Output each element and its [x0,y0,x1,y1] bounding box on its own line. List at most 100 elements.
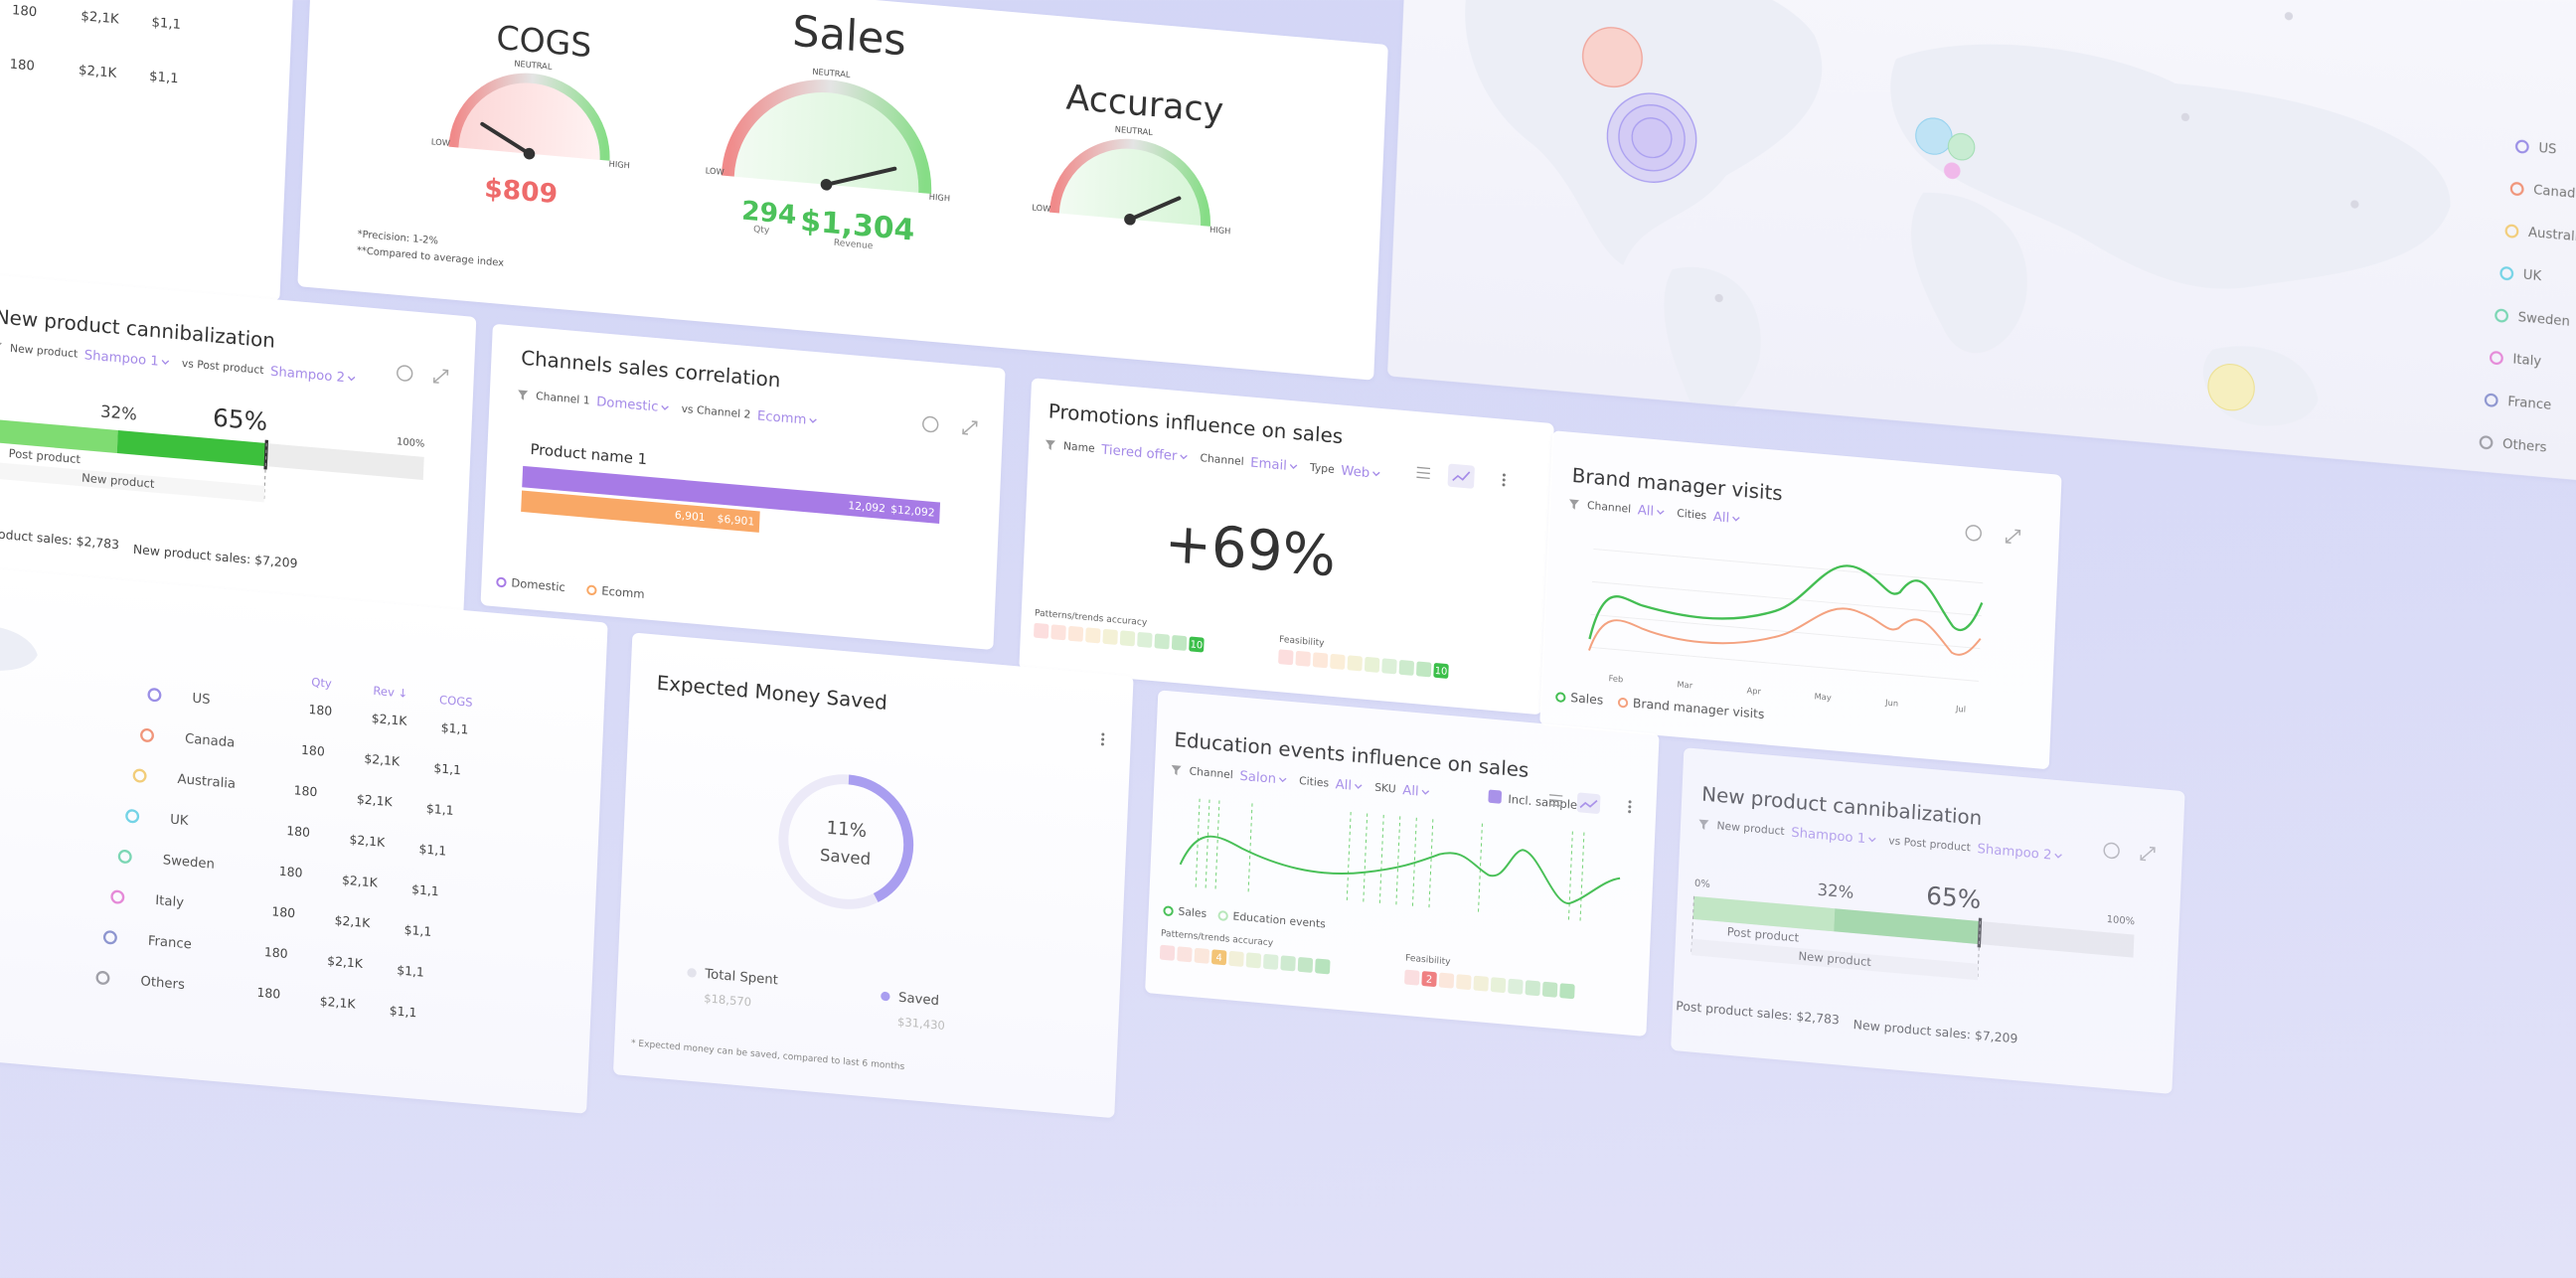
post-product-label: Post product [1726,924,1799,944]
gauge-title: COGS [496,18,592,65]
expand-icon[interactable] [962,420,978,435]
filter-value[interactable]: Shampoo 1 [83,348,159,369]
map-bubble [1582,27,1643,87]
comment-icon[interactable] [2103,842,2120,860]
comment-icon[interactable] [922,415,939,433]
menu-dot[interactable] [1628,800,1632,804]
table-cell: $1,1 [411,881,439,898]
checkbox[interactable] [1488,789,1503,804]
gauge-arc [721,80,932,195]
chevron [1278,777,1287,783]
table-cell: $2,1K [327,953,364,971]
scale-square [1034,622,1049,639]
table-cell: $2,1K [79,64,117,81]
x-tick-label: Apr [1746,685,1761,696]
trend-icon[interactable] [1452,471,1471,482]
scale-square [1473,975,1489,992]
column-header[interactable]: Rev ↓ [373,684,407,701]
filter-value[interactable]: Web [1341,464,1369,481]
filter-icon [1046,439,1055,451]
filter-value[interactable]: Shampoo 2 [1977,842,2052,863]
score-label: 10 [1434,666,1447,678]
menu-dot[interactable] [1628,810,1632,814]
gauge-face [1053,143,1206,227]
filter-value[interactable]: All [1402,783,1419,799]
filter-value[interactable]: Domestic [596,395,659,414]
promotions-card: Promotions influence on sales Name Tiered … [1019,378,1554,716]
chevron [1354,783,1363,789]
legend-label: Sales [1570,690,1604,708]
chevron [2054,853,2062,859]
legend-label: Education events [1232,909,1326,930]
map-card: US Canada Australia UK Sweden Italy France Othe… [1386,0,2576,486]
footnote: *Precision: 1-2% [357,229,438,246]
list-icon[interactable] [1416,466,1431,480]
comment-icon[interactable] [1965,525,1982,542]
filter-value[interactable]: Shampoo 2 [270,365,346,386]
gauge-high: HIGH [929,192,951,204]
menu-dot[interactable] [1101,737,1105,741]
menu-dot[interactable] [1101,732,1105,736]
scale-square [1381,658,1397,675]
filter-icon [0,342,3,353]
menu-dot[interactable] [1100,742,1104,746]
scale-square [1295,650,1311,667]
money-saved-card-canvas: Expected Money Saved 11% Saved Total Spent $… [631,672,1105,1072]
filter-value[interactable]: Email [1250,456,1287,474]
legend-label: Domestic [511,575,565,594]
scale-square [1194,947,1209,964]
filter-value[interactable]: All [1637,503,1654,519]
scale-label: Feasibility [1279,635,1325,649]
table-cell: $1,1 [149,70,179,87]
legend-marker [117,849,132,864]
legend-marker [2509,182,2524,196]
country-label: UK [170,813,189,830]
filter-value[interactable]: Salon [1239,769,1276,787]
gauge-face [453,78,605,161]
menu-dot[interactable] [1502,473,1506,477]
gauge-neutral: NEUTRAL [514,59,553,72]
column-header[interactable]: COGS [439,693,473,710]
land [1664,266,1761,416]
score-label: 10 [1190,639,1203,651]
event-line [1195,798,1201,891]
filter-label: SKU [1374,781,1396,796]
score-square [1433,663,1449,679]
table-cell: 180 [9,58,35,75]
event-line [1378,814,1384,907]
filter-value[interactable]: Shampoo 1 [1791,826,1866,847]
column-header[interactable]: Qty [311,675,332,691]
channels-card: Channels sales correlation Channel 1 Domes… [480,323,1006,651]
summary-table-card: 180 $2,1K $1,1 180 $2,1K $1,1 [0,0,296,302]
menu-dot[interactable] [1502,478,1506,482]
product-label: Product name 1 [530,440,647,468]
expand-icon[interactable] [2005,529,2021,544]
legend-marker [2479,435,2494,450]
legend-label: US [2538,141,2557,158]
trend-icon [1579,800,1598,809]
expand-icon[interactable] [432,369,449,384]
legend-marker [2484,393,2498,407]
legend-marker [2490,351,2503,366]
legend-amount: $18,570 [704,991,751,1009]
table-cell: 180 [264,944,288,961]
event-line [1395,816,1401,908]
comment-icon[interactable] [397,365,413,382]
event-line [1567,831,1573,923]
filter-value[interactable]: Ecomm [757,408,807,427]
filter-value[interactable]: Tiered offer [1100,442,1178,464]
filter-value[interactable]: All [1712,510,1729,526]
scale-square [1525,980,1540,997]
new-product-label: New product [1798,949,1871,969]
country-label: Italy [155,893,184,910]
legend-marker [110,889,125,904]
filter-value[interactable]: All [1335,777,1352,793]
legend-marker [2504,224,2519,239]
menu-dot[interactable] [1502,483,1506,487]
menu-dot[interactable] [1628,805,1632,809]
expand-icon[interactable] [2140,846,2156,862]
filter-label: vs Channel 2 [681,402,750,421]
